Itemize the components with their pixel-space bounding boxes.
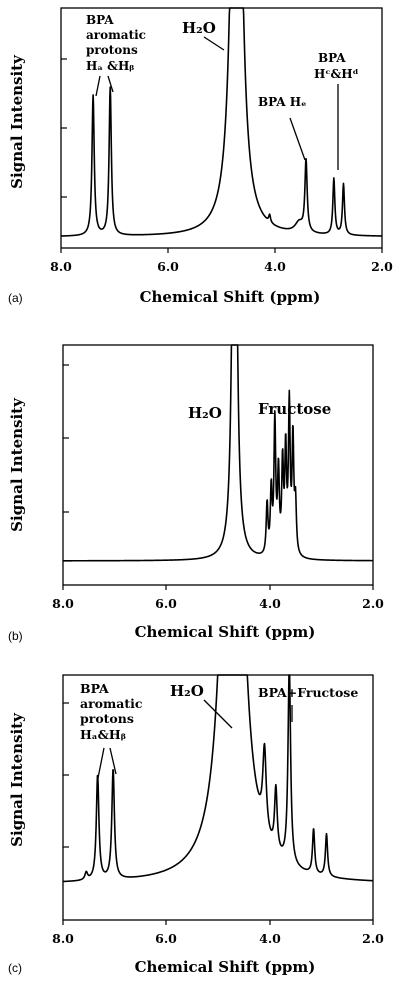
panel-c-ylabel: Signal Intensity — [8, 712, 26, 847]
panel-c: Signal Intensity 8.0 6.0 4.0 2.0 (c) Che… — [8, 674, 384, 976]
annotation-text: BPA Hₑ — [258, 95, 306, 109]
panel-b-xlabel: Chemical Shift (ppm) — [135, 623, 316, 641]
annotation-text: H₂O — [170, 682, 204, 700]
panel-a-xtick-label: 2.0 — [371, 259, 393, 274]
panel-c-x-ticks — [62, 920, 374, 925]
panel-a-y-ticks — [61, 58, 67, 198]
annotation-text: BPA — [80, 681, 109, 696]
panel-b-annotation-water: H₂O — [188, 404, 222, 422]
annotation-text: protons — [80, 711, 134, 726]
panel-c-xtick-label: 4.0 — [259, 931, 281, 946]
panel-a-annotation-bpa-aromatic: BPA aromatic protons Hₐ &Hᵦ — [86, 13, 146, 97]
panel-a-xlabel: Chemical Shift (ppm) — [140, 288, 321, 306]
panel-c-xtick-label: 8.0 — [52, 931, 74, 946]
panel-b-tick-labels: 8.0 6.0 4.0 2.0 — [52, 596, 384, 611]
annotation-leader — [203, 699, 233, 729]
panel-b-xtick-label: 2.0 — [362, 596, 384, 611]
panel-a-annotation-water: H₂O — [182, 19, 225, 51]
panel-a-xtick-label: 6.0 — [157, 259, 179, 274]
annotation-leader — [107, 75, 114, 93]
annotation-leader — [97, 747, 105, 779]
panel-c-y-ticks — [63, 702, 69, 848]
panel-c-label: (c) — [8, 961, 22, 975]
annotation-text: aromatic — [86, 28, 146, 42]
panel-a-label: (a) — [8, 291, 23, 305]
panel-a: Signal Intensity 8.0 6.0 4.0 2.0 (a) Che… — [8, 7, 393, 306]
annotation-leader — [109, 747, 117, 775]
panel-a-annotation-bpa-hchd: BPA Hᶜ&Hᵈ — [314, 51, 359, 170]
annotation-text: BPA — [86, 13, 114, 27]
annotation-text: Hᶜ&Hᵈ — [314, 67, 359, 81]
annotation-text: Hₐ &Hᵦ — [86, 59, 134, 73]
annotation-text: protons — [86, 43, 138, 57]
annotation-text: BPA+Fructose — [258, 685, 358, 700]
panel-c-xtick-label: 2.0 — [362, 931, 384, 946]
panel-b-xtick-label: 4.0 — [259, 596, 281, 611]
panel-b-xtick-label: 6.0 — [155, 596, 177, 611]
panel-c-annotation-bpa-aromatic: BPA aromatic protons Hₐ&Hᵦ — [80, 681, 143, 779]
annotation-leader — [95, 75, 101, 97]
panel-a-xtick-label: 8.0 — [50, 259, 72, 274]
panel-b: Signal Intensity 8.0 6.0 4.0 2.0 (b) Che… — [8, 344, 384, 643]
annotation-text: Hₐ&Hᵦ — [80, 727, 126, 742]
panel-b-plot-frame — [62, 344, 374, 586]
panel-a-xtick-label: 4.0 — [264, 259, 286, 274]
panel-b-y-ticks — [63, 364, 69, 513]
panel-c-xlabel: Chemical Shift (ppm) — [135, 958, 316, 976]
annotation-text: H₂O — [182, 19, 216, 37]
annotation-text: aromatic — [80, 696, 143, 711]
panel-b-label: (b) — [8, 629, 23, 643]
panel-a-spectrum-line — [60, 7, 383, 237]
annotation-leader — [203, 36, 225, 51]
annotation-text: BPA — [318, 51, 346, 65]
panel-a-ylabel: Signal Intensity — [8, 54, 26, 189]
panel-c-annotation-water: H₂O — [170, 682, 233, 729]
panel-c-spectrum-line — [62, 674, 374, 883]
panel-b-spectrum-line — [62, 344, 374, 562]
annotation-leader — [289, 117, 306, 161]
panel-c-xtick-label: 6.0 — [155, 931, 177, 946]
panel-b-annotation-fructose: Fructose — [258, 400, 331, 418]
panel-c-tick-labels: 8.0 6.0 4.0 2.0 — [52, 931, 384, 946]
panel-a-annotation-bpa-he: BPA Hₑ — [258, 95, 306, 161]
panel-b-x-ticks — [62, 585, 374, 590]
panel-b-xtick-label: 8.0 — [52, 596, 74, 611]
panel-a-x-ticks — [60, 248, 383, 253]
panel-a-tick-labels: 8.0 6.0 4.0 2.0 — [50, 259, 393, 274]
panel-b-ylabel: Signal Intensity — [8, 397, 26, 532]
panel-c-annotation-bpa-fructose: BPA+Fructose — [258, 685, 358, 722]
